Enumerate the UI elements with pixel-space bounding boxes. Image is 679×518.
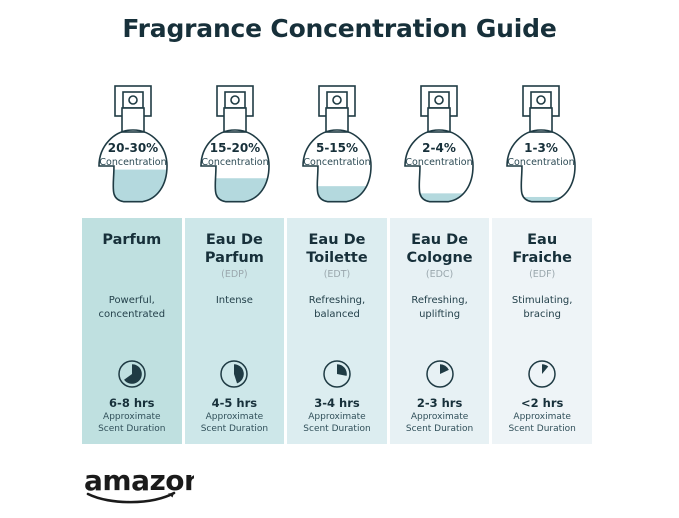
- fragrance-name: Eau De Toilette: [306, 232, 368, 266]
- fragrance-description: Refreshing, uplifting: [411, 295, 468, 320]
- concentration-label: Concentration: [201, 157, 268, 168]
- scent-duration-value: 6-8 hrs: [109, 396, 155, 410]
- bottle-illustration: 20-30% Concentration: [98, 85, 168, 203]
- scent-duration-value: 4-5 hrs: [211, 396, 258, 410]
- fragrance-card-5[interactable]: Eau Fraiche (EDF) Stimulating, bracing <2 hrs…: [492, 218, 592, 444]
- fragrance-card-row: Parfum Powerful, concentrated 6-8 hrs Approx…: [82, 218, 592, 444]
- concentration-value: 1-3%: [524, 141, 558, 155]
- duration-clock-wrap: [185, 358, 285, 390]
- concentration-label: Concentration: [99, 157, 166, 168]
- fragrance-name: Eau De Parfum: [204, 232, 264, 266]
- fragrance-abbreviation: (EDC): [425, 269, 454, 280]
- duration-clock-wrap: [492, 358, 592, 390]
- concentration-value: 2-4%: [422, 141, 456, 155]
- scent-duration-label: Approximate Scent Duration: [303, 412, 371, 434]
- page-title: Fragrance Concentration Guide: [122, 14, 557, 43]
- clock-icon: [118, 360, 146, 388]
- svg-text:amazon: amazon: [84, 464, 194, 497]
- scent-duration-label: Approximate Scent Duration: [405, 412, 474, 434]
- concentration-label: Concentration: [405, 157, 472, 168]
- concentration-label: Concentration: [303, 157, 370, 168]
- duration-clock-wrap: [82, 358, 182, 390]
- concentration-value: 20-30%: [108, 141, 158, 155]
- duration-clock-wrap: [287, 358, 387, 390]
- bottle-illustration: 5-15% Concentration: [302, 85, 372, 203]
- fragrance-abbreviation: (EDP): [221, 269, 248, 280]
- bottle-illustration: 1-3% Concentration: [506, 85, 576, 203]
- bottle-4: 2-4% Concentration: [388, 80, 490, 206]
- bottle-illustration: 2-4% Concentration: [404, 85, 474, 203]
- fragrance-description: Stimulating, bracing: [511, 295, 573, 320]
- fragrance-name: Eau Fraiche: [512, 232, 572, 266]
- fragrance-card-3[interactable]: Eau De Toilette (EDT) Refreshing, balanced 3-…: [287, 218, 387, 444]
- amazon-logo: amazon: [84, 464, 204, 504]
- bottle-5: 1-3% Concentration: [490, 80, 592, 206]
- fragrance-card-1[interactable]: Parfum Powerful, concentrated 6-8 hrs Approx…: [82, 218, 182, 444]
- bottle-1: 20-30% Concentration: [82, 80, 184, 206]
- bottle-3: 5-15% Concentration: [286, 80, 388, 206]
- fragrance-description: Intense: [215, 295, 253, 306]
- concentration-value: 15-20%: [210, 141, 260, 155]
- clock-icon: [220, 360, 249, 388]
- fragrance-card-2[interactable]: Eau De Parfum (EDP) Intense 4-5 hrs Approxima…: [184, 218, 285, 444]
- fragrance-abbreviation: (EDF): [529, 269, 556, 280]
- bottle-2: 15-20% Concentration: [184, 80, 286, 206]
- concentration-value: 5-15%: [316, 141, 358, 155]
- bottle-illustration: 15-20% Concentration: [200, 85, 270, 203]
- fragrance-name: Parfum: [102, 232, 162, 248]
- concentration-label: Concentration: [507, 157, 574, 168]
- clock-icon: [323, 360, 351, 388]
- scent-duration-label: Approximate Scent Duration: [508, 412, 576, 434]
- scent-duration-label: Approximate Scent Duration: [98, 412, 166, 434]
- fragrance-description: Powerful, concentrated: [98, 295, 166, 320]
- scent-duration-label: Approximate Scent Duration: [200, 412, 269, 434]
- fragrance-abbreviation: (EDT): [323, 269, 351, 280]
- fragrance-description: Refreshing, balanced: [308, 295, 366, 320]
- scent-duration-value: 2-3 hrs: [416, 396, 463, 410]
- duration-clock-wrap: [390, 358, 490, 390]
- clock-icon: [528, 360, 556, 388]
- scent-duration-value: 3-4 hrs: [314, 396, 360, 410]
- bottle-row: 20-30% Concentration 15-20% Concentration 5-…: [82, 80, 592, 206]
- fragrance-card-4[interactable]: Eau De Cologne (EDC) Refreshing, uplifting 2-…: [389, 218, 490, 444]
- scent-duration-value: <2 hrs: [520, 396, 564, 410]
- clock-icon: [425, 360, 454, 388]
- fragrance-name: Eau De Cologne: [406, 232, 473, 266]
